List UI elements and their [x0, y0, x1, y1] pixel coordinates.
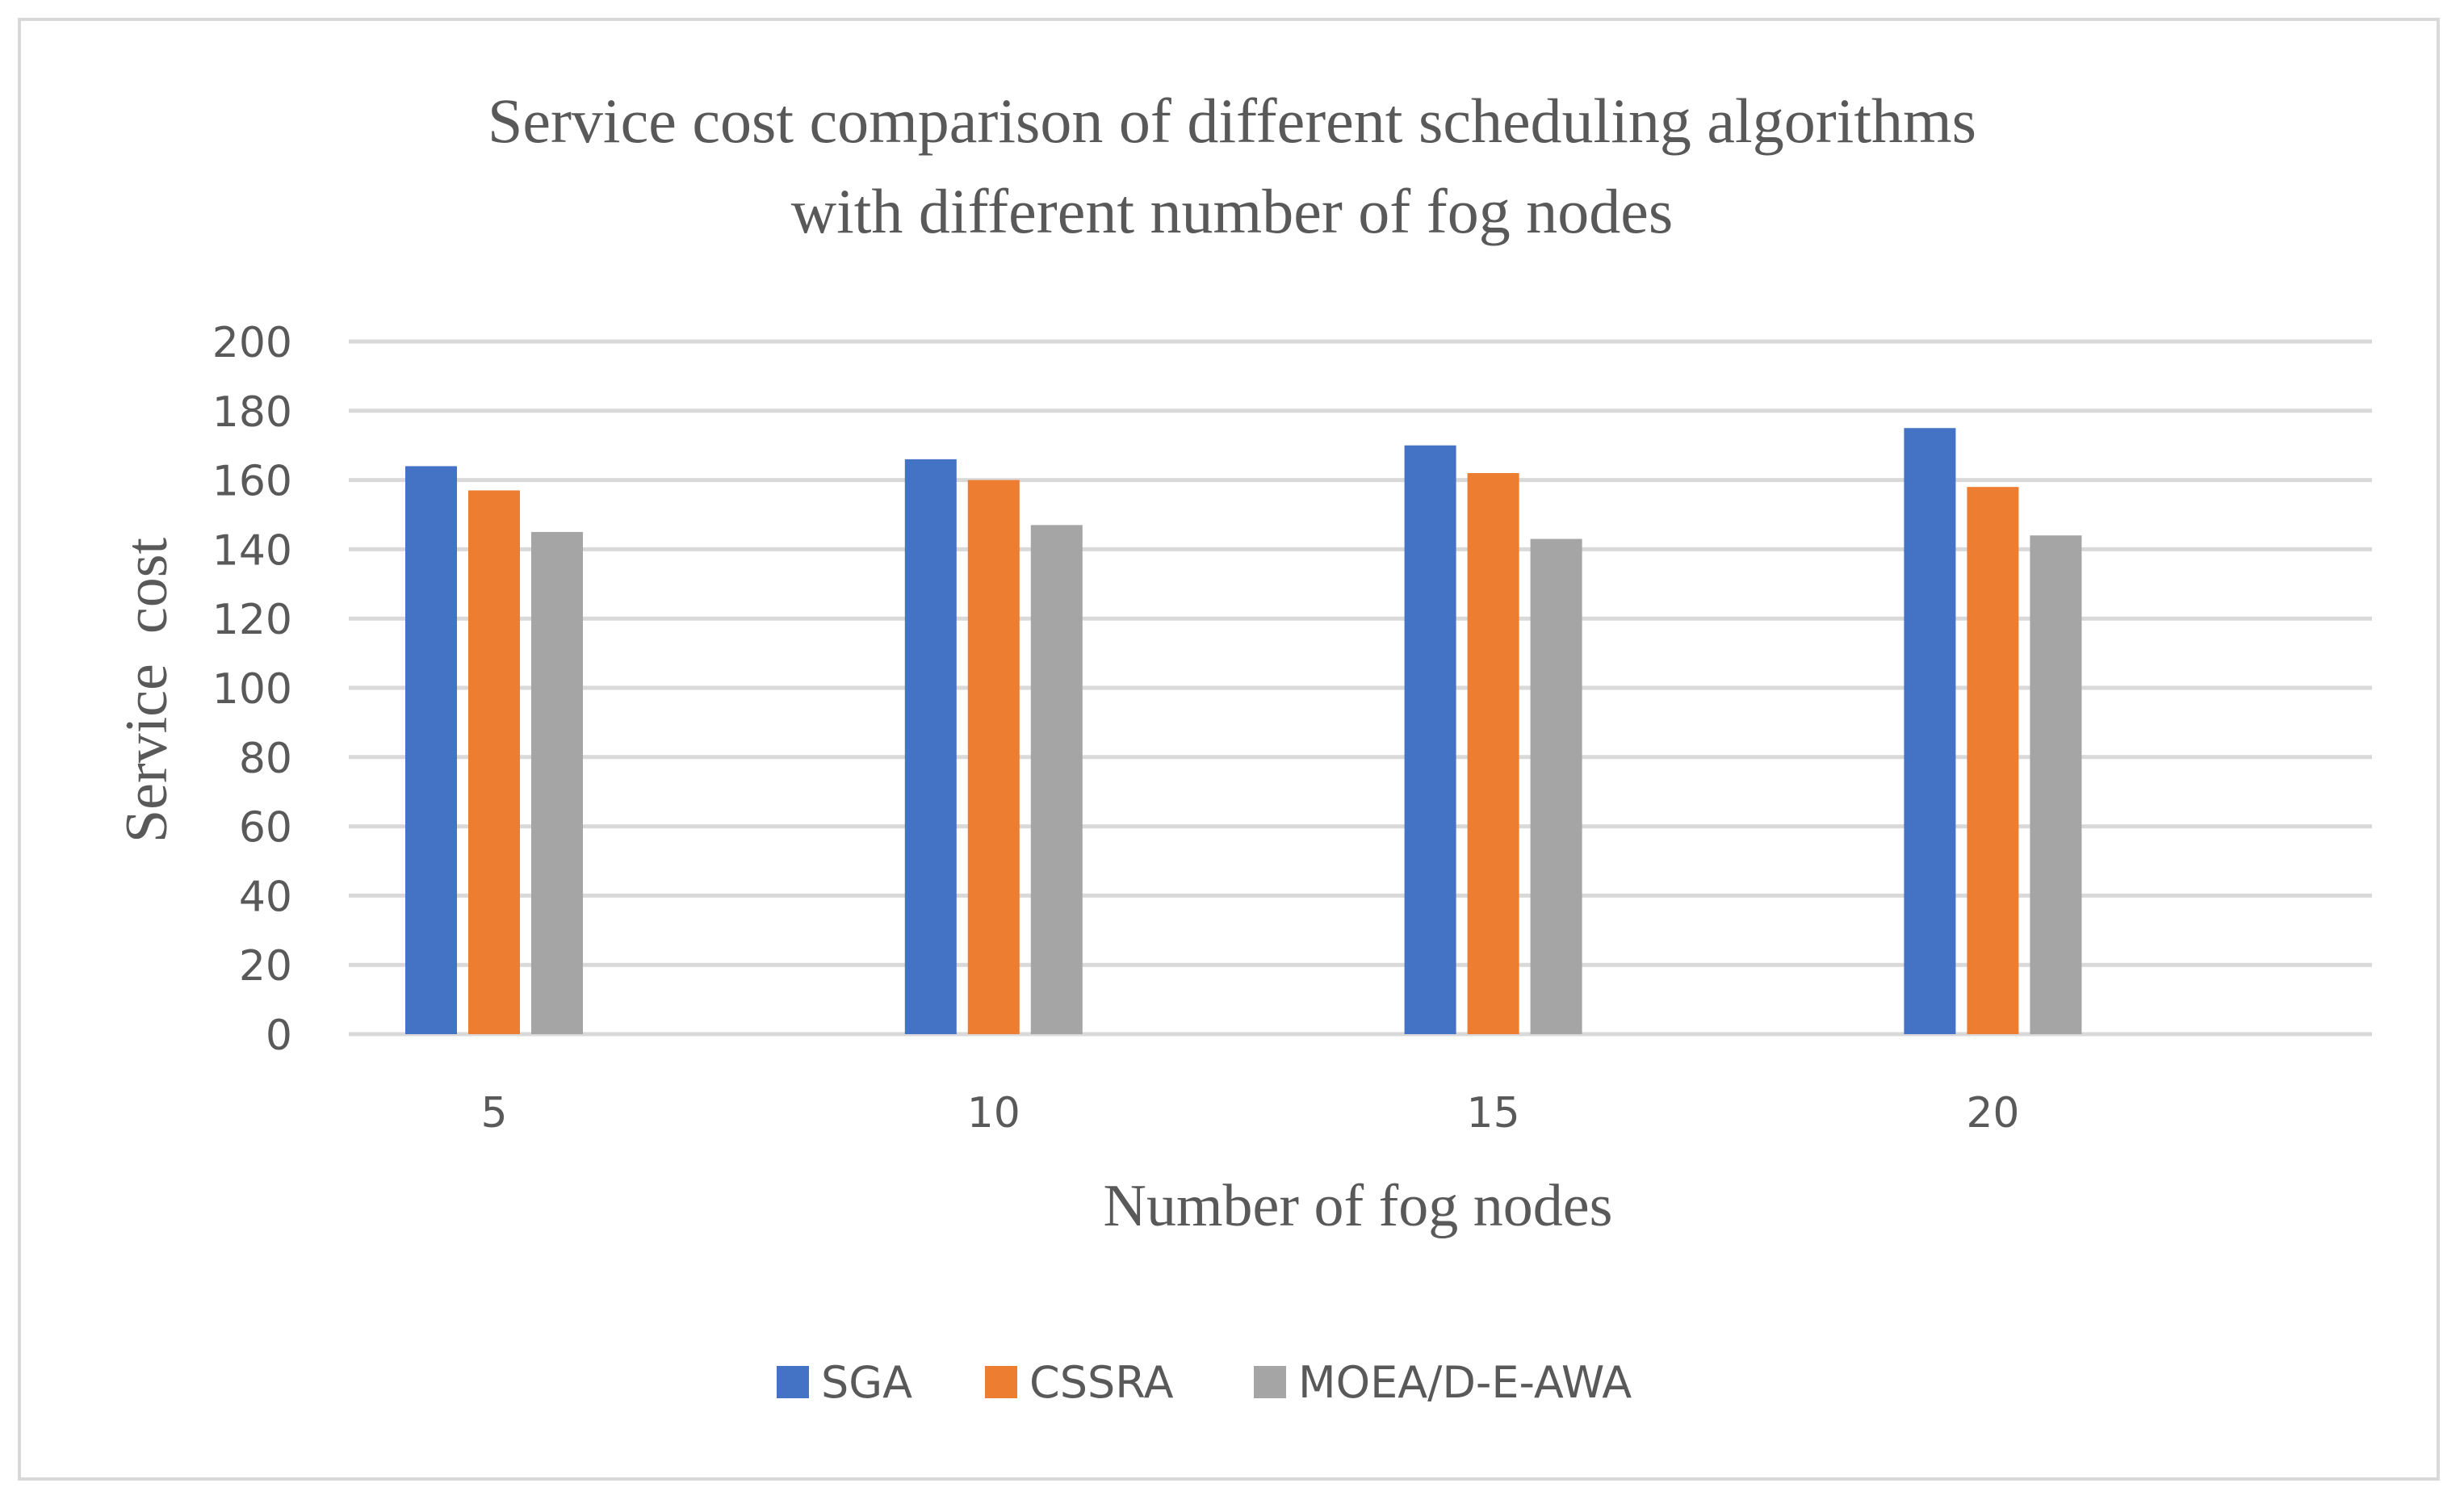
x-axis-title: Number of fog nodes [1104, 1173, 1613, 1239]
legend-label-moea-d-e-awa: MOEA/D-E-AWA [1298, 1357, 1632, 1408]
y-axis-title: Service cost [114, 538, 180, 844]
y-tick-label-60: 60 [239, 804, 292, 853]
legend-label-sga: SGA [821, 1357, 912, 1408]
bar-moea-d-e-awa-15 [1530, 538, 1582, 1034]
legend-label-cssra: CSSRA [1029, 1357, 1174, 1408]
y-tick-label-20: 20 [239, 942, 292, 991]
legend-swatch-sga [777, 1366, 809, 1398]
x-axis-ticks: 5 10 15 20 [480, 1089, 2019, 1137]
bar-moea-d-e-awa-20 [2030, 535, 2082, 1034]
x-tick-label-10: 10 [967, 1089, 1020, 1137]
bar-cssra-15 [1467, 473, 1519, 1034]
x-tick-label-15: 15 [1467, 1089, 1520, 1137]
y-tick-label-160: 160 [212, 458, 292, 506]
y-tick-label-0: 0 [266, 1012, 292, 1060]
legend-swatch-cssra [985, 1366, 1017, 1398]
bar-sga-5 [405, 466, 457, 1034]
y-axis-ticks: 0 20 40 60 80 100 120 140 160 180 200 [212, 319, 292, 1060]
chart-title-line-1: Service cost comparison of different sch… [488, 86, 1976, 156]
y-tick-label-140: 140 [212, 526, 292, 575]
bar-moea-d-e-awa-10 [1030, 525, 1083, 1034]
y-tick-label-200: 200 [212, 319, 292, 367]
bar-sga-20 [1904, 428, 1956, 1034]
y-tick-label-180: 180 [212, 388, 292, 437]
y-tick-label-40: 40 [239, 873, 292, 921]
bar-cssra-10 [967, 480, 1020, 1034]
bar-cssra-5 [468, 490, 520, 1034]
bar-sga-10 [904, 459, 957, 1034]
y-tick-label-100: 100 [212, 665, 292, 714]
legend: SGA CSSRA MOEA/D-E-AWA [777, 1357, 1632, 1408]
bar-sga-15 [1404, 445, 1456, 1034]
y-tick-label-80: 80 [239, 735, 292, 783]
bar-moea-d-e-awa-5 [531, 531, 583, 1034]
y-tick-label-120: 120 [212, 596, 292, 644]
x-tick-label-20: 20 [1966, 1089, 2019, 1137]
bar-cssra-20 [1967, 487, 2019, 1034]
legend-swatch-moea-d-e-awa [1254, 1366, 1286, 1398]
chart-title-line-2: with different number of fog nodes [791, 176, 1673, 246]
x-tick-label-5: 5 [480, 1089, 507, 1137]
bars [405, 428, 2082, 1034]
